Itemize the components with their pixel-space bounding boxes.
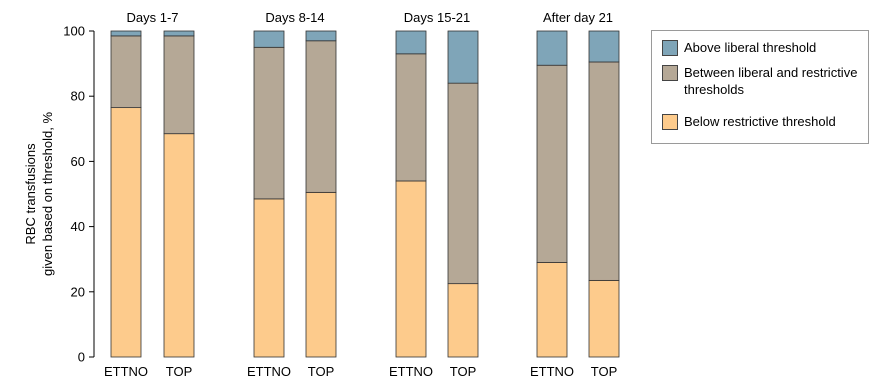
legend-item: Below restrictive threshold xyxy=(662,113,864,130)
group-label: Days 1-7 xyxy=(126,10,178,25)
x-tick-label: TOP xyxy=(166,364,193,379)
axes: 0 20 40 60 80 100 xyxy=(63,24,95,365)
y-axis-title: RBC transfusions given based on threshold… xyxy=(23,112,55,276)
x-tick-label: TOP xyxy=(308,364,335,379)
bar-segment xyxy=(110,30,142,37)
y-axis-title-line: given based on threshold, % xyxy=(40,112,55,276)
group-label: After day 21 xyxy=(543,10,613,25)
bar-segment xyxy=(395,30,427,55)
bar-segment xyxy=(305,191,337,358)
bar-segment xyxy=(447,30,479,84)
bar-segment xyxy=(110,107,142,358)
legend-label: Below restrictive threshold xyxy=(684,114,836,129)
bar-segment xyxy=(447,283,479,358)
bar-segment xyxy=(588,30,620,63)
group-label: Days 8-14 xyxy=(265,10,324,25)
bar-segment xyxy=(305,40,337,193)
bar-segment xyxy=(163,35,195,135)
bar-segment xyxy=(536,262,568,358)
x-tick-label: TOP xyxy=(591,364,618,379)
y-tick-label: 20 xyxy=(71,284,85,299)
y-tick-label: 80 xyxy=(71,89,85,104)
y-tick-label: 100 xyxy=(63,24,85,39)
x-tick-label: ETTNO xyxy=(389,364,433,379)
y-tick-label: 0 xyxy=(78,350,85,365)
legend-swatch xyxy=(662,40,678,56)
bar-segment xyxy=(536,30,568,66)
y-tick-label: 60 xyxy=(71,154,85,169)
bar-segment xyxy=(163,133,195,358)
bar-segment xyxy=(253,46,285,200)
bar-segment xyxy=(536,64,568,263)
bar-segment xyxy=(163,30,195,37)
bar-segment xyxy=(110,35,142,109)
bar-segment xyxy=(395,180,427,358)
y-tick-label: 40 xyxy=(71,219,85,234)
bars xyxy=(110,30,620,358)
stacked-bar-chart: RBC transfusions given based on threshold… xyxy=(23,10,620,379)
legend-label: Above liberal threshold xyxy=(684,40,817,55)
group-label: Days 15-21 xyxy=(404,10,470,25)
bar-segment xyxy=(253,198,285,358)
legend-item: Above liberal threshold xyxy=(662,39,864,56)
bar-segment xyxy=(305,30,337,42)
y-axis-label: RBC transfusions given based on threshold… xyxy=(23,112,55,276)
bar-segment xyxy=(395,53,427,182)
x-tick-label: ETTNO xyxy=(247,364,291,379)
x-tick-label: ETTNO xyxy=(104,364,148,379)
x-tick-label: ETTNO xyxy=(530,364,574,379)
bar-segment xyxy=(447,82,479,285)
bar-segment xyxy=(588,61,620,281)
bar-segment xyxy=(253,30,285,48)
legend-swatch xyxy=(662,65,678,81)
bar-segment xyxy=(588,279,620,358)
legend-item: Between liberal and restrictive threshol… xyxy=(662,64,864,98)
legend-label: Between liberal and restrictive threshol… xyxy=(684,65,858,97)
y-axis-title-line: RBC transfusions xyxy=(23,143,38,245)
legend: Above liberal threshold Between liberal a… xyxy=(651,30,869,144)
labels: Days 1-7 ETTNO TOP Days 8-14 ETTNO TOP Days 15… xyxy=(104,10,617,379)
legend-swatch xyxy=(662,114,678,130)
x-tick-label: TOP xyxy=(450,364,477,379)
